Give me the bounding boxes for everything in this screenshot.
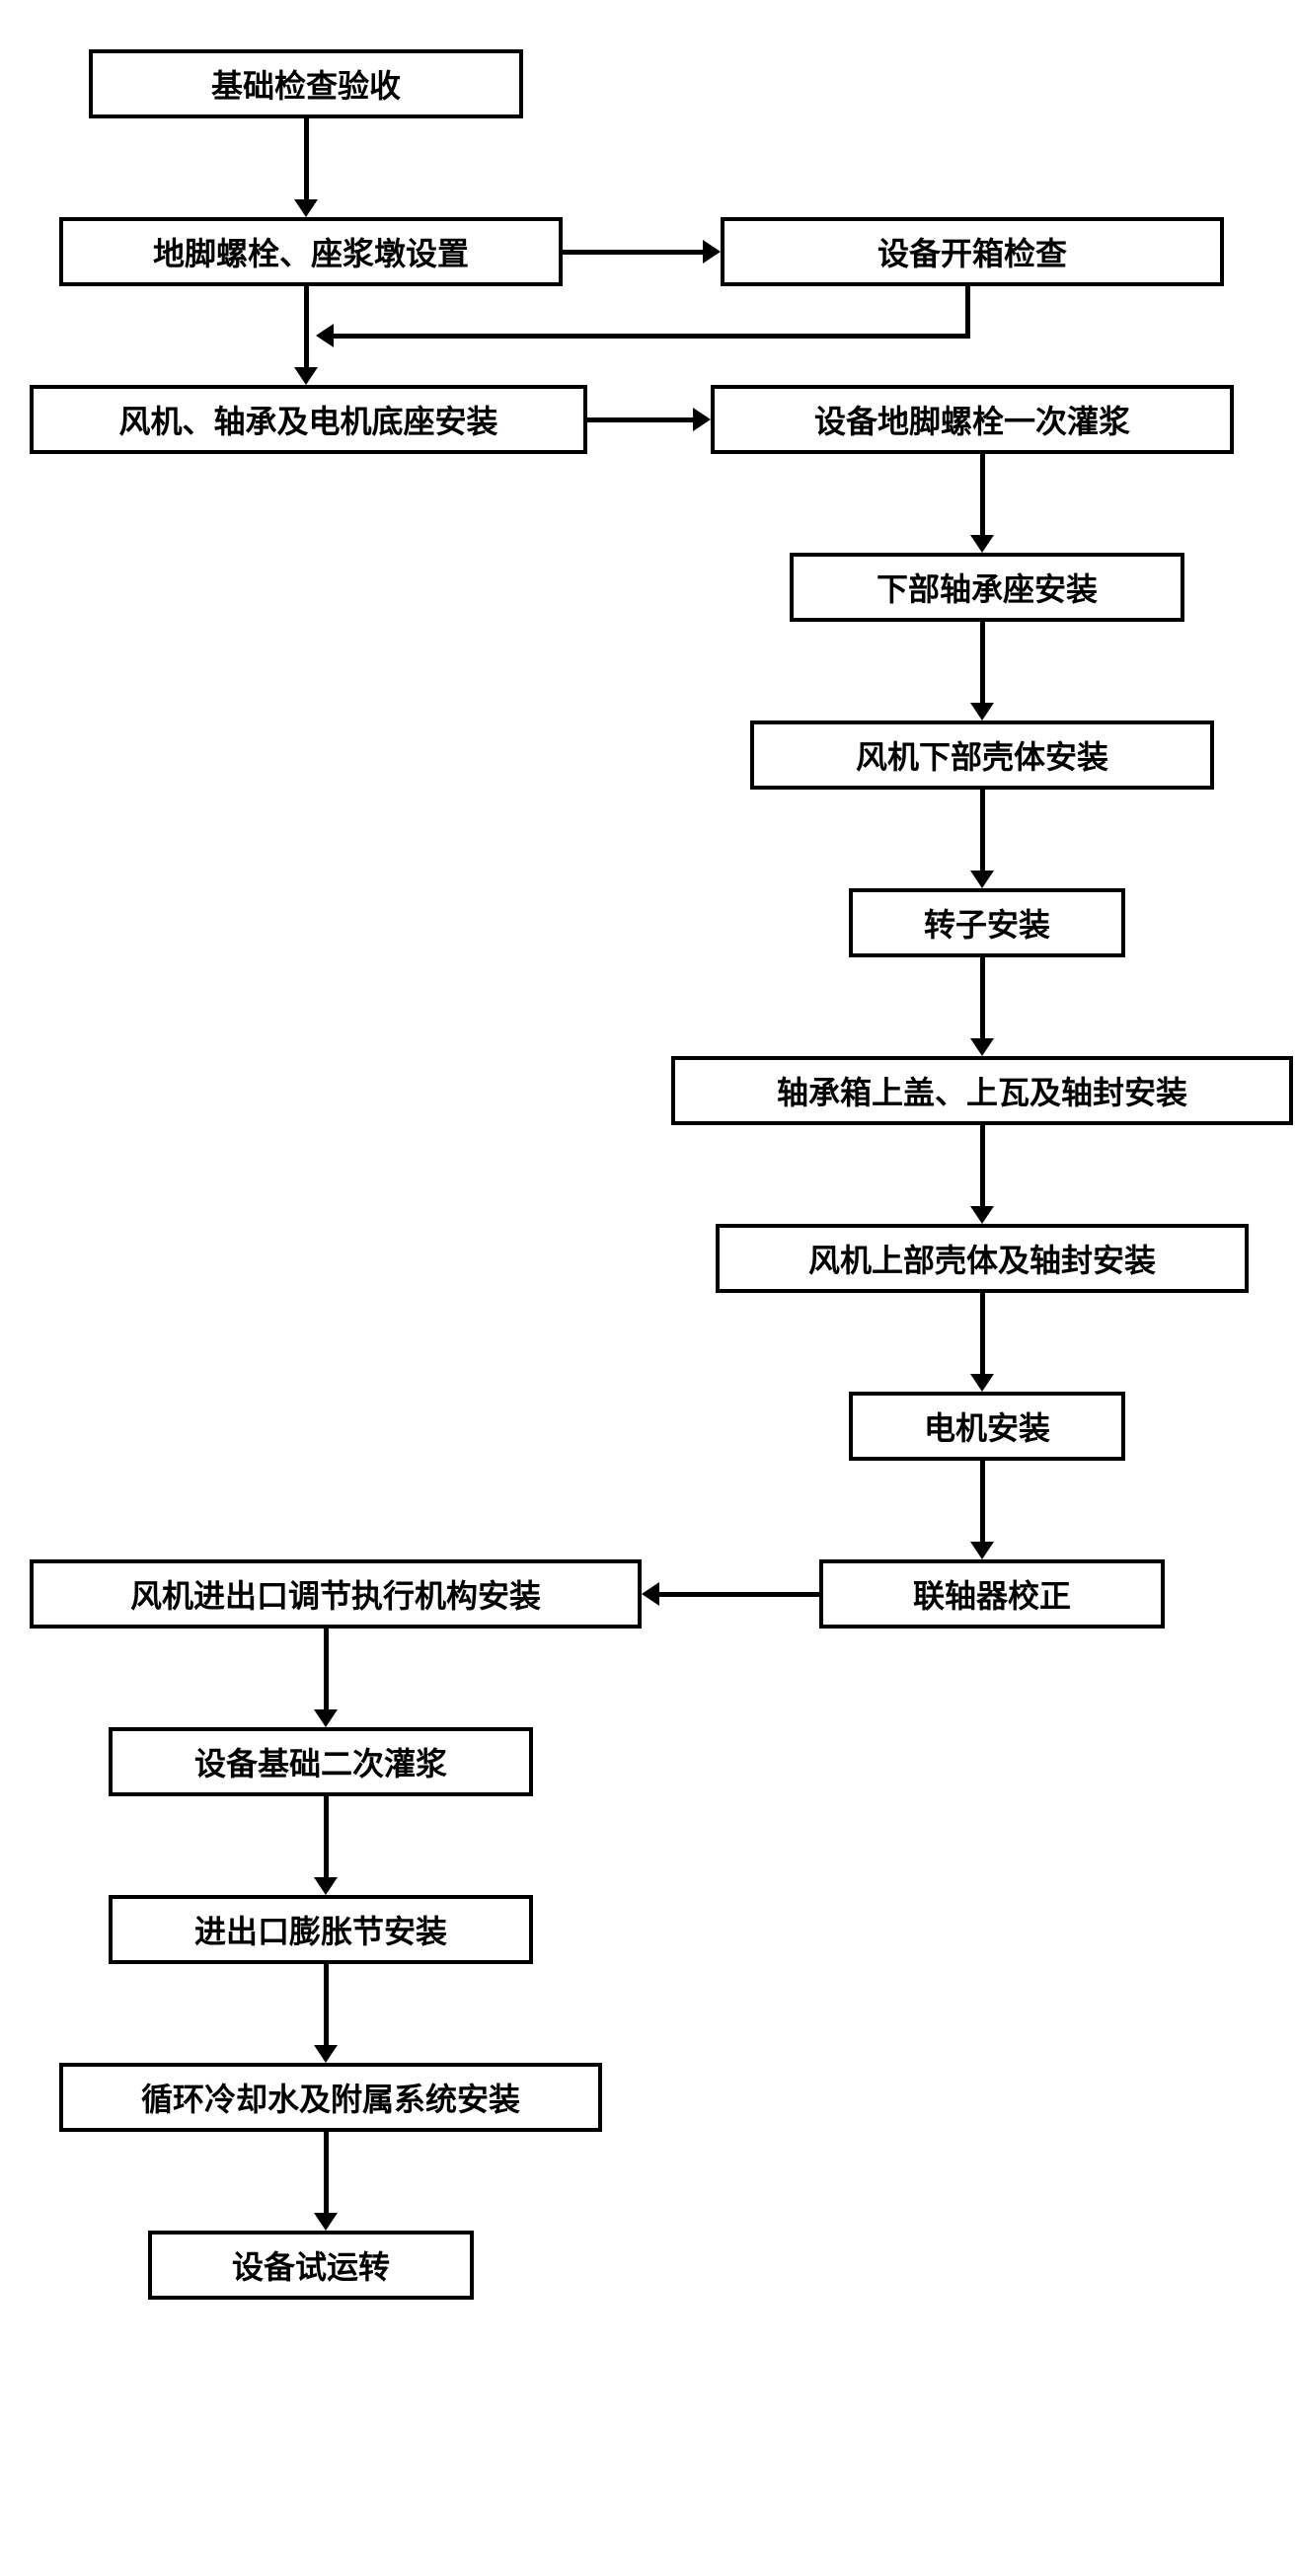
flowchart-node-n13: 风机进出口调节执行机构安装	[30, 1559, 642, 1629]
arrow-down-icon	[970, 535, 994, 553]
flowchart-node-n6: 下部轴承座安装	[790, 553, 1184, 622]
arrow-left-icon	[316, 324, 334, 347]
flowchart-node-n2: 地脚螺栓、座浆墩设置	[59, 217, 563, 286]
edge-n2-n4	[304, 286, 309, 367]
edge-n2-n3	[563, 250, 703, 255]
arrow-down-icon	[970, 1038, 994, 1056]
edge-n4-n5	[587, 417, 693, 422]
arrow-down-icon	[314, 1709, 338, 1727]
edge-n5-n6	[980, 454, 985, 535]
flowchart-node-n9: 轴承箱上盖、上瓦及轴封安装	[671, 1056, 1293, 1125]
arrow-down-icon	[314, 1877, 338, 1895]
edge-n3-hseg	[334, 334, 970, 339]
edge-n15-n16	[324, 1964, 329, 2045]
flowchart-node-n3: 设备开箱检查	[721, 217, 1224, 286]
arrow-down-icon	[314, 2045, 338, 2063]
edge-n6-n7	[980, 622, 985, 703]
arrow-right-icon	[693, 408, 711, 431]
flowchart-container: 基础检查验收地脚螺栓、座浆墩设置 设备开箱检查风机、轴承及电机底座安装 设备地脚螺栓…	[20, 20, 1296, 2556]
edge-n8-n9	[980, 957, 985, 1038]
flowchart-node-n1: 基础检查验收	[89, 49, 523, 118]
edge-n16-n17	[324, 2132, 329, 2213]
flowchart-node-n11: 电机安装	[849, 1392, 1125, 1461]
flowchart-node-n15: 进出口膨胀节安装	[109, 1895, 533, 1964]
flowchart-node-n17: 设备试运转	[148, 2231, 474, 2300]
arrow-down-icon	[294, 367, 318, 385]
arrow-down-icon	[970, 1542, 994, 1559]
arrow-down-icon	[970, 703, 994, 720]
flowchart-node-n7: 风机下部壳体安装	[750, 720, 1214, 790]
edge-n13-n14	[324, 1629, 329, 1709]
edge-n1-n2	[304, 118, 309, 199]
flowchart-node-n4: 风机、轴承及电机底座安装	[30, 385, 587, 454]
edge-n11-n12	[980, 1461, 985, 1542]
flowchart-node-n16: 循环冷却水及附属系统安装	[59, 2063, 602, 2132]
edge-n12-n13	[659, 1592, 819, 1597]
arrow-down-icon	[970, 871, 994, 888]
flowchart-node-n10: 风机上部壳体及轴封安装	[716, 1224, 1249, 1293]
edge-n9-n10	[980, 1125, 985, 1206]
arrow-down-icon	[294, 199, 318, 217]
flowchart-node-n8: 转子安装	[849, 888, 1125, 957]
flowchart-node-n14: 设备基础二次灌浆	[109, 1727, 533, 1796]
flowchart-node-n12: 联轴器校正	[819, 1559, 1165, 1629]
arrow-left-icon	[642, 1582, 659, 1606]
edge-n14-n15	[324, 1796, 329, 1877]
edge-n3-vseg	[965, 286, 970, 336]
arrow-down-icon	[970, 1374, 994, 1392]
arrow-down-icon	[314, 2213, 338, 2231]
arrow-down-icon	[970, 1206, 994, 1224]
arrow-right-icon	[703, 240, 721, 264]
flowchart-node-n5: 设备地脚螺栓一次灌浆	[711, 385, 1234, 454]
edge-n7-n8	[980, 790, 985, 871]
edge-n10-n11	[980, 1293, 985, 1374]
